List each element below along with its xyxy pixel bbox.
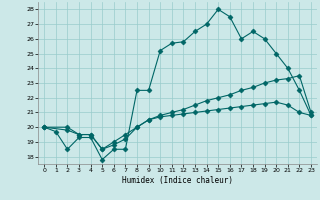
X-axis label: Humidex (Indice chaleur): Humidex (Indice chaleur) (122, 176, 233, 185)
